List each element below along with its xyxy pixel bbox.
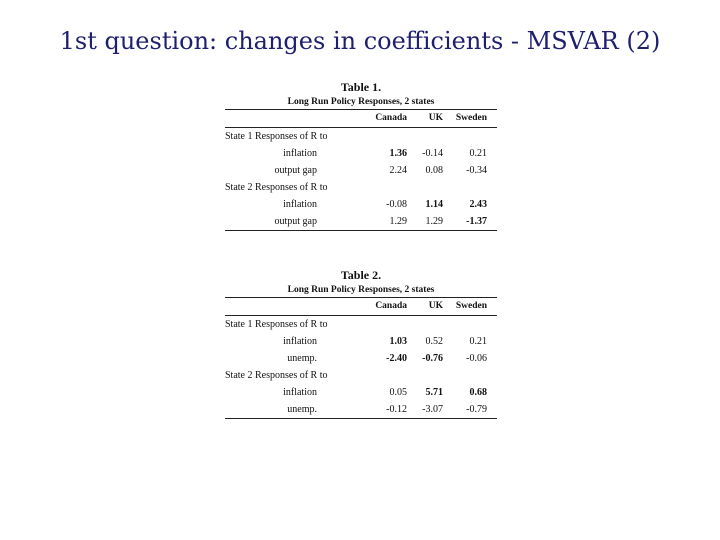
table-cell: -0.06 <box>466 353 487 364</box>
column-header: UK <box>428 301 443 311</box>
table-cell: 2.43 <box>469 199 488 210</box>
table-cell: 0.21 <box>469 336 488 347</box>
table-cell: 1.36 <box>389 148 408 159</box>
table-cell: 0.68 <box>469 387 488 398</box>
table-cell: 1.14 <box>425 199 444 210</box>
row-label: inflation <box>283 387 317 398</box>
table-2: Table 2. Long Run Policy Responses, 2 sta… <box>225 268 497 419</box>
column-header: UK <box>428 113 443 123</box>
table-subtitle: Long Run Policy Responses, 2 states <box>287 97 435 107</box>
table-title: Table 2. <box>340 268 382 282</box>
table-row: State 2 Responses of R to <box>225 367 497 384</box>
table-bottom-rule <box>225 418 497 419</box>
column-header: Sweden <box>455 301 487 311</box>
table-top-rule <box>225 297 497 298</box>
table-cell: -0.79 <box>466 404 487 415</box>
table-cell: 0.21 <box>469 148 488 159</box>
table-cell: 0.05 <box>389 387 408 398</box>
table-title: Table 1. <box>340 80 382 94</box>
table-cell: -0.34 <box>466 165 487 176</box>
table-row: inflation 1.03 0.52 0.21 <box>225 333 497 350</box>
table-cell: 1.29 <box>389 216 408 227</box>
row-label: inflation <box>283 148 317 159</box>
table-cell: -0.76 <box>422 353 443 364</box>
table-row: State 1 Responses of R to <box>225 316 497 333</box>
row-label: output gap <box>274 216 318 227</box>
section-label: State 1 Responses of R to <box>225 319 328 330</box>
table-cell: 5.71 <box>425 387 444 398</box>
table-subtitle: Long Run Policy Responses, 2 states <box>287 285 435 295</box>
table-row: unemp. -2.40 -0.76 -0.06 <box>225 350 497 367</box>
table-cell: -0.08 <box>386 199 407 210</box>
table-top-rule <box>225 109 497 110</box>
row-label: unemp. <box>287 404 317 415</box>
table-row: output gap 1.29 1.29 -1.37 <box>225 213 497 230</box>
row-label: output gap <box>274 165 318 176</box>
table-cell: 0.08 <box>425 165 444 176</box>
table-cell: -2.40 <box>386 353 407 364</box>
column-header: Sweden <box>455 113 487 123</box>
section-label: State 2 Responses of R to <box>225 370 328 381</box>
table-row: inflation 1.36 -0.14 0.21 <box>225 145 497 162</box>
table-cell: -0.12 <box>386 404 407 415</box>
row-label: inflation <box>283 199 317 210</box>
table-row: unemp. -0.12 -3.07 -0.79 <box>225 401 497 418</box>
table-1: Table 1. Long Run Policy Responses, 2 sta… <box>225 80 497 231</box>
column-header: Canada <box>375 301 407 311</box>
row-label: unemp. <box>287 353 317 364</box>
table-header-row: Canada UK Sweden <box>225 110 497 127</box>
row-label: inflation <box>283 336 317 347</box>
section-label: State 2 Responses of R to <box>225 182 328 193</box>
table-row: State 1 Responses of R to <box>225 128 497 145</box>
table-cell: -3.07 <box>422 404 443 415</box>
column-header: Canada <box>375 113 407 123</box>
table-row: output gap 2.24 0.08 -0.34 <box>225 162 497 179</box>
table-cell: 1.03 <box>389 336 408 347</box>
table-cell: 2.24 <box>389 165 408 176</box>
table-header-row: Canada UK Sweden <box>225 298 497 315</box>
slide-title: 1st question: changes in coefficients - … <box>59 27 661 55</box>
table-cell: -0.14 <box>422 148 443 159</box>
table-cell: 0.52 <box>425 336 444 347</box>
table-bottom-rule <box>225 230 497 231</box>
table-cell: 1.29 <box>425 216 444 227</box>
table-header-rule <box>225 127 497 128</box>
table-row: State 2 Responses of R to <box>225 179 497 196</box>
section-label: State 1 Responses of R to <box>225 131 328 142</box>
table-row: inflation -0.08 1.14 2.43 <box>225 196 497 213</box>
table-row: inflation 0.05 5.71 0.68 <box>225 384 497 401</box>
table-header-rule <box>225 315 497 316</box>
table-cell: -1.37 <box>466 216 487 227</box>
